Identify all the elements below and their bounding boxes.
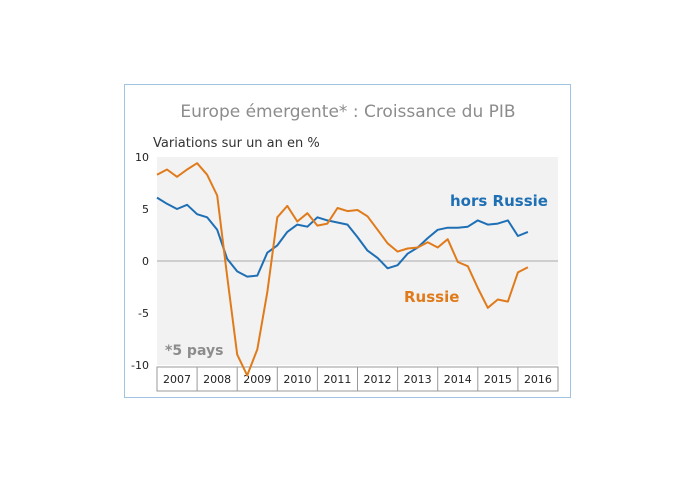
y-tick-label: 5 [142, 203, 149, 216]
series-line-hors-russie [156, 196, 529, 278]
series-label-hors-russie: hors Russie [450, 192, 548, 210]
x-tick-label: 2012 [364, 373, 392, 386]
x-axis: 2007 2008 2009 2010 2011 2012 2013 2014 2015 2016 [156, 366, 559, 392]
x-tick-label: 2015 [484, 373, 512, 386]
x-tick-label: 2016 [524, 373, 552, 386]
chart-title: Europe émergente* : Croissance du PIB [180, 102, 515, 122]
chart-card: Europe émergente* : Croissance du PIB 10… [124, 84, 571, 398]
x-tick-label: 2010 [283, 373, 311, 386]
y-tick-label: -10 [131, 359, 149, 372]
x-tick-label: 2011 [323, 373, 351, 386]
series-line-russie [156, 162, 529, 377]
y-axis-ticks: 10 5 0 -5 -10 [131, 151, 149, 372]
series-label-russie: Russie [404, 288, 459, 306]
x-tick-label: 2009 [243, 373, 271, 386]
gdp-growth-chart: Europe émergente* : Croissance du PIB 10… [131, 102, 559, 392]
y-tick-label: 0 [142, 255, 149, 268]
y-tick-label: -5 [138, 307, 149, 320]
series-lines [156, 162, 529, 377]
footnote: *5 pays [165, 343, 223, 359]
x-tick-label: 2013 [404, 373, 432, 386]
x-tick-label: 2007 [163, 373, 191, 386]
x-tick-label: 2014 [444, 373, 472, 386]
chart-subtitle: Variations sur un an en % [153, 136, 320, 151]
y-tick-label: 10 [135, 151, 149, 164]
x-tick-label: 2008 [203, 373, 231, 386]
